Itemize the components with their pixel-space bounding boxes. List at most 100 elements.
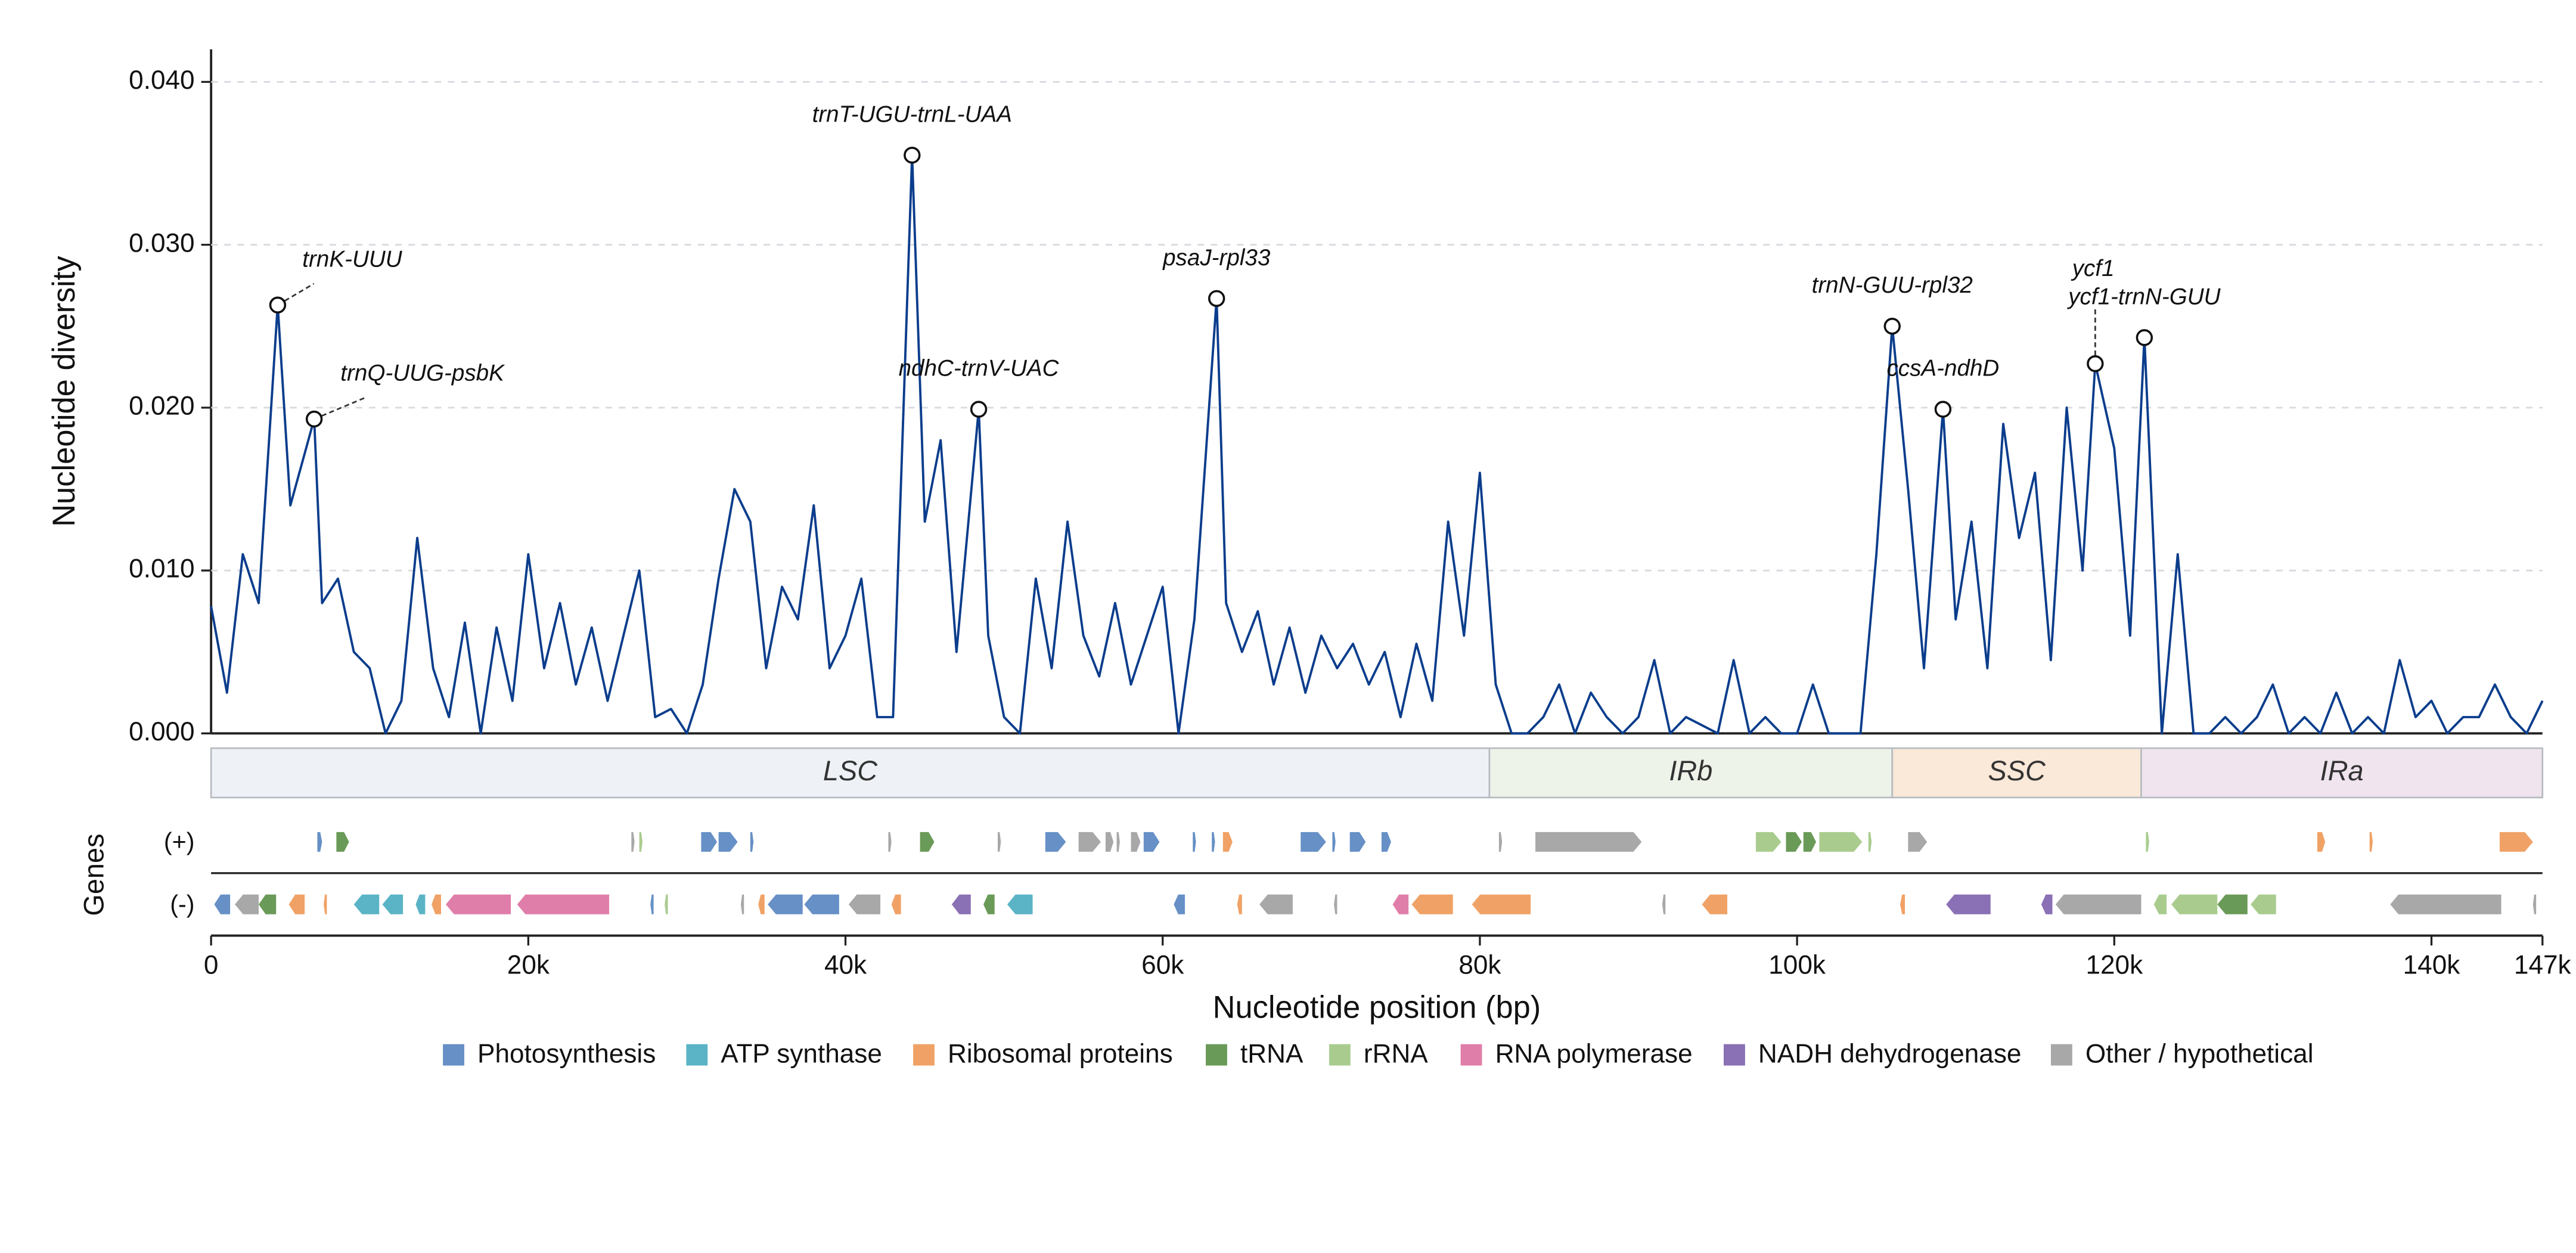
legend-label: rRNA [1364, 1040, 1428, 1069]
gene [445, 894, 511, 914]
x-tick-label: 147k [2514, 951, 2572, 980]
legend-swatch [686, 1044, 708, 1066]
y-axis-label: Nucleotide diversity [47, 256, 82, 527]
gene [1381, 832, 1391, 852]
y-tick-label: 0.000 [129, 717, 194, 746]
gene [1222, 832, 1233, 852]
x-tick-label: 20k [507, 951, 550, 980]
gene [324, 894, 327, 914]
gene [1411, 894, 1453, 914]
gene [1193, 832, 1196, 852]
gene [2317, 832, 2326, 852]
gene [317, 832, 322, 852]
annotation-label: ndhC-trnV-UAC [899, 356, 1060, 382]
gene [1349, 832, 1366, 852]
gene [258, 894, 277, 914]
gene [1105, 832, 1114, 852]
gene [650, 894, 654, 914]
gene [2217, 894, 2248, 914]
gene [2153, 894, 2167, 914]
legend-label: Ribosomal proteins [948, 1040, 1173, 1069]
gene [1116, 832, 1120, 852]
region-label: SSC [1988, 755, 2046, 786]
legend-swatch [1724, 1044, 1745, 1066]
gene [2499, 832, 2533, 852]
gene [1332, 832, 1336, 852]
annotation-label: ycf1 [2071, 256, 2115, 281]
legend-label: ATP synthase [721, 1040, 882, 1069]
gene [997, 832, 1001, 852]
region-band [1891, 747, 2142, 799]
legend-swatch [443, 1044, 464, 1066]
peak-marker [1934, 401, 1952, 418]
gene [888, 832, 892, 852]
annotation-leader [277, 283, 315, 306]
gene [2146, 832, 2149, 852]
gene [1946, 894, 1991, 914]
annotation-label: psaJ-rpl33 [1162, 245, 1271, 271]
gene [891, 894, 901, 914]
gene [1237, 894, 1242, 914]
legend-label: Other / hypothetical [2085, 1040, 2314, 1069]
plus-strand-label: (+) [164, 828, 195, 855]
y-tick-label: 0.030 [129, 228, 194, 258]
region-band [2140, 747, 2544, 799]
diversity-line [210, 154, 2544, 735]
gene [804, 894, 839, 914]
region-label: IRb [1669, 755, 1712, 786]
legend-label: NADH dehydrogenase [1758, 1040, 2022, 1069]
gene [1900, 894, 1905, 914]
gene [1908, 832, 1928, 852]
gene [1045, 832, 1066, 852]
gene [920, 832, 935, 852]
gene [1535, 832, 1642, 852]
gene [701, 832, 718, 852]
minus-strand-label: (-) [170, 891, 194, 918]
legend-swatch [1329, 1044, 1351, 1066]
gene [1472, 894, 1531, 914]
gene [2171, 894, 2218, 914]
gene [639, 832, 643, 852]
gene [214, 894, 231, 914]
peak-marker [1883, 318, 1901, 335]
x-tick-label: 0 [204, 951, 219, 980]
x-tick-label: 100k [1768, 951, 1826, 980]
legend-label: tRNA [1240, 1040, 1303, 1069]
annotation-label: trnN-GUU-rpl32 [1812, 272, 1973, 298]
x-axis-label: Nucleotide position (bp) [1213, 991, 1541, 1025]
gene [1174, 894, 1185, 914]
gene [750, 832, 754, 852]
legend-swatch [1206, 1044, 1227, 1066]
gene [2251, 894, 2276, 914]
gene [1868, 832, 1872, 852]
annotation-label: trnK-UUU [302, 246, 402, 272]
gene [2532, 894, 2537, 914]
legend-swatch [2050, 1044, 2072, 1066]
legend-label: Photosynthesis [477, 1040, 656, 1069]
gene [848, 894, 881, 914]
annotation-label: trnT-UGU-trnL-UAA [812, 101, 1012, 127]
x-tick-label: 120k [2085, 951, 2143, 980]
gene [1755, 832, 1782, 852]
gene [336, 832, 349, 852]
gene [718, 832, 738, 852]
gene [235, 894, 259, 914]
gene [1803, 832, 1817, 852]
gene [288, 894, 305, 914]
gene [2390, 894, 2501, 914]
gene [740, 894, 744, 914]
gene [631, 832, 635, 852]
peak-marker [2136, 329, 2153, 346]
region-label: IRa [2320, 755, 2364, 786]
gene [1301, 832, 1326, 852]
gene [1819, 832, 1863, 852]
genes-label: Genes [78, 833, 109, 916]
x-tick-label: 80k [1458, 951, 1501, 980]
gene [1212, 832, 1215, 852]
gene [1259, 894, 1293, 914]
gene [1334, 894, 1337, 914]
x-tick-label: 40k [824, 951, 867, 980]
annotation-leader [314, 396, 366, 420]
gene [1143, 832, 1160, 852]
gene [983, 894, 995, 914]
